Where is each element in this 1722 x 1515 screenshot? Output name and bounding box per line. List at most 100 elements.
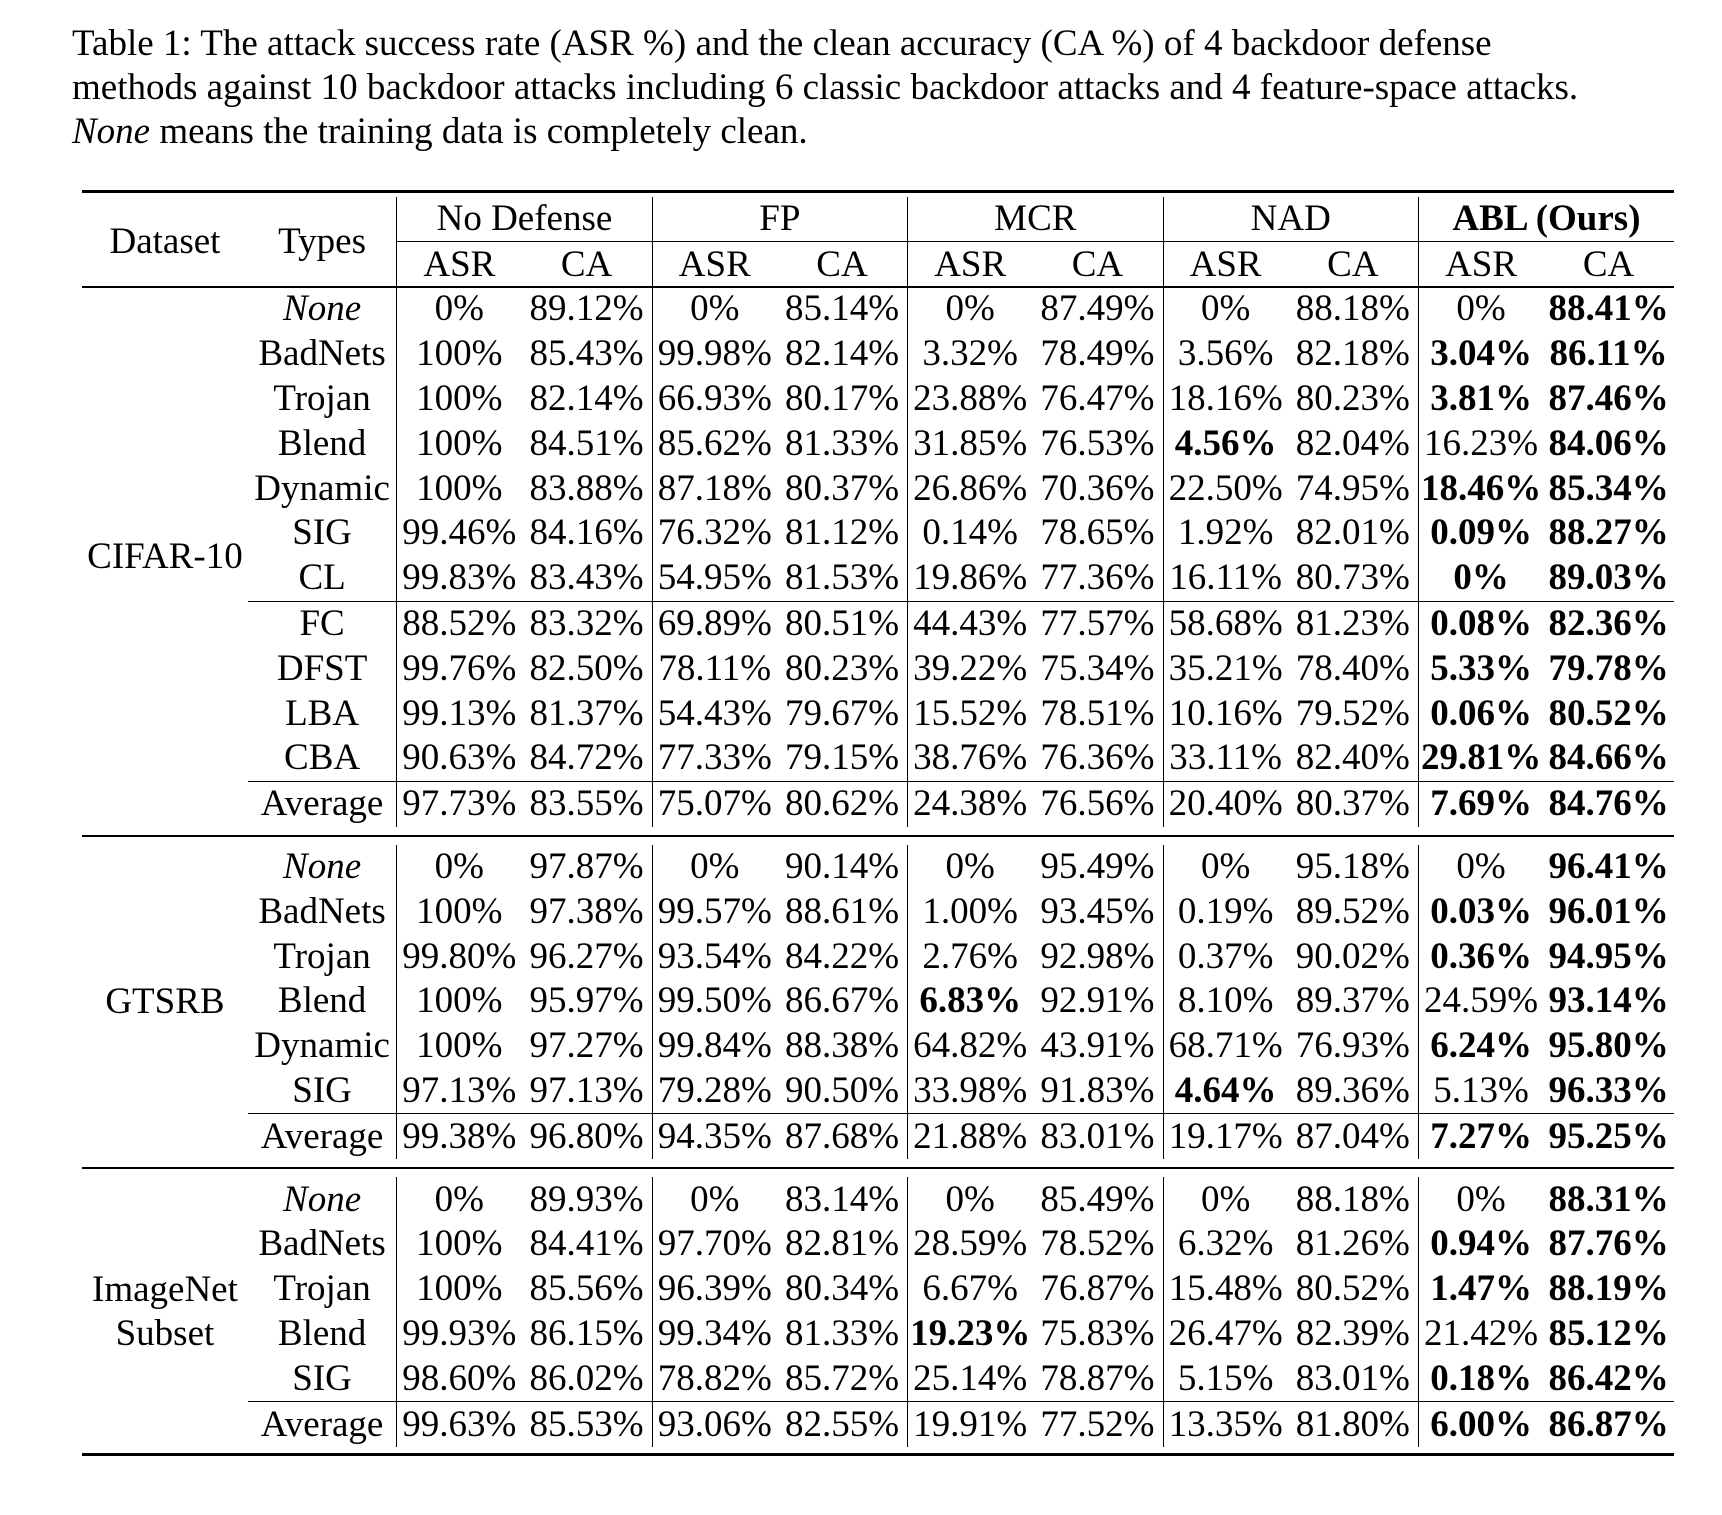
ca-cell-nad: 88.18% (1287, 287, 1419, 332)
type-cell: LBA (247, 691, 398, 736)
ca-cell-no-defense: 95.97% (521, 978, 653, 1024)
asr-cell-fp: 85.62% (657, 422, 772, 464)
type-cell: Blend (247, 978, 398, 1024)
asr-cell-fp: 99.50% (657, 980, 772, 1022)
asr-cell-abl: 1.47% (1430, 1268, 1532, 1310)
ca-cell-mcr: 92.91% (1032, 978, 1164, 1024)
table-row: ImageNet Subset None 0% 89.93% 0% 83.14% 0% 85.4… (82, 1177, 1674, 1354)
dataset-label: GTSRB (105, 980, 225, 1022)
ca-cell-nad: 78.40% (1287, 646, 1419, 692)
group-label-mcr: MCR (908, 197, 1163, 242)
asr-cell-mcr: 28.59% (913, 1223, 1028, 1265)
dataset-label: CIFAR-10 (87, 535, 243, 577)
ca-cell-mcr: 78.52% (1032, 1221, 1164, 1267)
asr-cell-no-defense: 0% (434, 1178, 484, 1220)
asr-cell-fp: 76.32% (657, 512, 772, 554)
ca-cell-mcr: 78.87% (1032, 1356, 1164, 1402)
table-row: Blend 100% 84.51% 85.62% 81.33% 31.85% 76.53% 4… (82, 421, 1674, 467)
ca-cell-fp: 85.14% (776, 287, 909, 332)
asr-cell-no-defense: 100% (416, 467, 503, 509)
ca-cell-abl: 93.14% (1548, 980, 1669, 1022)
asr-cell-no-defense: 99.63% (396, 1401, 522, 1447)
ca-cell-mcr: 76.56% (1032, 780, 1164, 827)
group-header-abl: ABL (Ours) (1418, 197, 1674, 242)
ca-cell-fp: 82.14% (776, 331, 909, 377)
caption-line-1: Table 1: The attack success rate (ASR %)… (72, 23, 1492, 64)
ca-cell-nad: 74.95% (1287, 466, 1419, 511)
ca-cell-abl: 87.46% (1548, 377, 1669, 419)
table-row: Average 99.38% 96.80% 94.35% 87.68% 21.88% 83.… (82, 1113, 1674, 1160)
ca-cell-abl: 88.27% (1548, 512, 1669, 554)
asr-cell-nad: 16.11% (1169, 557, 1282, 599)
asr-cell-nad: 10.16% (1168, 692, 1283, 734)
asr-cell-nad: 13.35% (1163, 1401, 1288, 1447)
ca-cell-abl: 84.66% (1548, 737, 1669, 779)
asr-cell-fp: 99.98% (657, 333, 772, 375)
type-cell: SIG (247, 1068, 398, 1114)
ca-cell-no-defense: 83.32% (521, 600, 653, 647)
ca-cell-fp: 79.15% (776, 735, 909, 782)
type-cell: Trojan (247, 1266, 398, 1312)
ca-cell-mcr: 76.36% (1032, 735, 1164, 782)
type-cell: None (247, 1177, 398, 1222)
type-cell: Dynamic (247, 466, 398, 511)
group-label-nad: NAD (1163, 197, 1418, 242)
types-header: Types (247, 197, 398, 287)
ca-cell-no-defense: 82.14% (521, 376, 653, 422)
type-cell: CBA (247, 735, 398, 782)
asr-cell-fp: 97.70% (657, 1223, 772, 1265)
ca-cell-nad: 79.52% (1287, 691, 1419, 736)
ca-cell-abl: 95.25% (1543, 1113, 1674, 1160)
group-header-no-defense: No Defense (396, 197, 653, 242)
asr-cell-no-defense: 100% (416, 1268, 503, 1310)
ca-cell-no-defense: 89.93% (521, 1177, 653, 1222)
asr-cell-no-defense: 99.76% (402, 647, 517, 689)
asr-cell-abl: 0% (1456, 1178, 1506, 1220)
asr-cell-nad: 18.16% (1168, 377, 1283, 419)
table-row: Dynamic 100% 97.27% 99.84% 88.38% 64.82% 43.91… (82, 1023, 1674, 1069)
asr-cell-nad: 1.92% (1177, 512, 1274, 554)
dataset-label: Subset (115, 1313, 215, 1355)
asr-cell-no-defense: 100% (416, 377, 503, 419)
asr-cell-mcr: 0% (945, 1178, 995, 1220)
ca-cell-mcr: 85.49% (1032, 1177, 1164, 1222)
asr-cell-nad: 33.11% (1169, 737, 1282, 779)
ca-cell-fp: 88.61% (776, 889, 909, 935)
asr-cell-fp: 99.84% (657, 1025, 772, 1067)
asr-cell-fp: 79.28% (657, 1069, 772, 1111)
ca-cell-mcr: 75.34% (1032, 646, 1164, 692)
asr-cell-no-defense: 99.46% (402, 512, 517, 554)
ca-cell-abl: 96.41% (1548, 845, 1669, 887)
type-cell: Trojan (247, 934, 398, 979)
ca-cell-nad: 81.23% (1287, 600, 1419, 647)
table-row: CBA 90.63% 84.72% 77.33% 79.15% 38.76% 76.36% 3… (82, 735, 1674, 782)
asr-cell-mcr: 38.76% (913, 737, 1028, 779)
asr-cell-no-defense: 90.63% (402, 737, 517, 779)
asr-cell-no-defense: 98.60% (402, 1357, 517, 1399)
ca-cell-mcr: 76.87% (1032, 1266, 1164, 1312)
metric-ca-header: CA (1287, 242, 1419, 287)
asr-cell-abl: 29.81% (1420, 737, 1542, 779)
ca-cell-no-defense: 86.02% (521, 1356, 653, 1402)
section-rule (82, 835, 1674, 837)
asr-cell-abl: 18.46% (1420, 467, 1542, 509)
ca-cell-mcr: 78.49% (1032, 331, 1164, 377)
ca-cell-nad: 87.04% (1287, 1113, 1419, 1160)
asr-cell-mcr: 19.91% (907, 1401, 1033, 1447)
ca-cell-no-defense: 83.55% (521, 780, 653, 827)
table-row: LBA 99.13% 81.37% 54.43% 79.67% 15.52% 78.51% 1… (82, 691, 1674, 736)
ca-cell-abl: 85.34% (1548, 467, 1669, 509)
asr-cell-abl: 7.27% (1418, 1113, 1544, 1160)
ca-cell-fp: 90.50% (776, 1068, 909, 1114)
table-row: Trojan 100% 82.14% 66.93% 80.17% 23.88% 76.47%… (82, 376, 1674, 422)
asr-cell-abl: 0.03% (1430, 890, 1532, 932)
asr-cell-fp: 99.57% (657, 890, 772, 932)
asr-cell-no-defense: 99.38% (396, 1113, 522, 1160)
asr-cell-no-defense: 99.13% (402, 692, 517, 734)
asr-cell-fp: 87.18% (657, 467, 772, 509)
ca-cell-nad: 81.26% (1287, 1221, 1419, 1267)
asr-cell-mcr: 64.82% (913, 1025, 1028, 1067)
asr-cell-no-defense: 99.93% (402, 1312, 517, 1354)
ca-cell-nad: 82.18% (1287, 331, 1419, 377)
table-row: DFST 99.76% 82.50% 78.11% 80.23% 39.22% 75.34%… (82, 646, 1674, 692)
